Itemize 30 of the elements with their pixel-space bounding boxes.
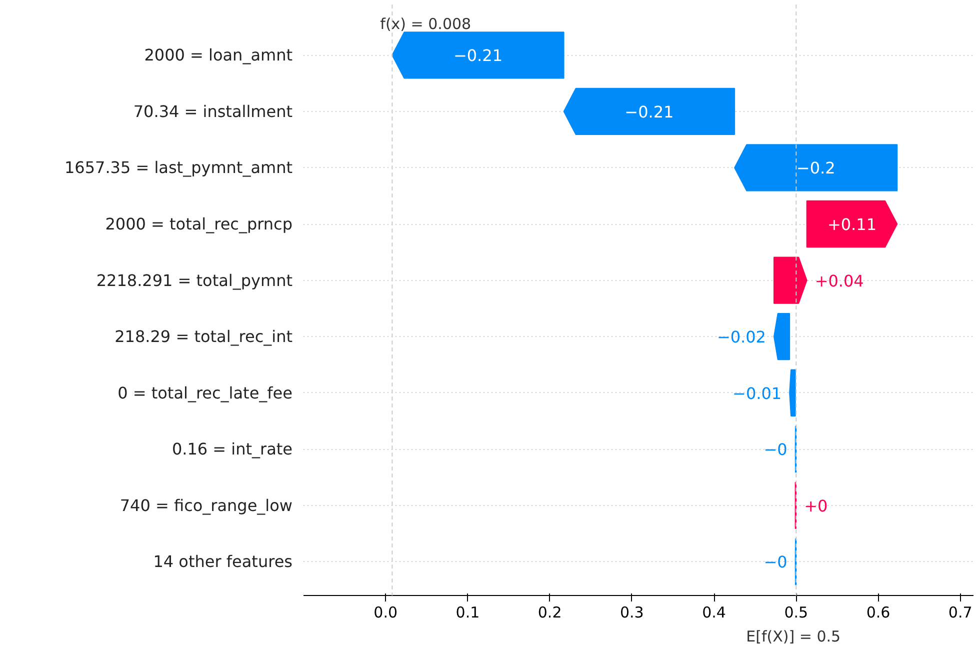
- y-tick-label: 14 other features: [153, 552, 293, 572]
- ref-line-label: E[f(X)] = 0.5: [746, 628, 841, 646]
- data-label: −0: [764, 440, 788, 460]
- data-label: −0.01: [732, 384, 782, 403]
- y-tick-label: 2000 = loan_amnt: [144, 46, 292, 65]
- x-tick-label: 0.6: [866, 604, 890, 622]
- x-tick-label: 0.3: [620, 604, 644, 622]
- y-tick-label: 218.29 = total_rec_int: [114, 327, 292, 346]
- y-tick-label: 740 = fico_range_low: [120, 496, 292, 515]
- x-tick-label: 0.7: [948, 604, 972, 622]
- x-tick-label: 0.2: [538, 604, 562, 622]
- data-label: −0: [764, 552, 788, 572]
- x-tick-label: 0.4: [702, 604, 726, 622]
- data-label: −0.21: [624, 102, 674, 122]
- data-label: −0.21: [453, 46, 502, 66]
- data-label: +0.04: [814, 271, 864, 290]
- data-label: +0: [804, 496, 828, 516]
- data-label: −0.02: [716, 328, 766, 347]
- y-tick-label: 0.16 = int_rate: [172, 440, 292, 459]
- y-tick-label: 0 = total_rec_late_fee: [118, 383, 293, 402]
- data-label: −0.2: [796, 158, 836, 178]
- x-tick-label: 0.0: [374, 604, 398, 622]
- ref-line-label: f(x) = 0.008: [380, 15, 472, 34]
- y-tick-label: 70.34 = installment: [133, 102, 293, 121]
- x-tick-label: 0.5: [784, 604, 808, 622]
- data-label: +0.11: [827, 215, 876, 234]
- y-tick-label: 2218.291 = total_pymnt: [96, 270, 293, 290]
- y-tick-label: 2000 = total_rec_prncp: [105, 214, 292, 234]
- y-tick-label: 1657.35 = last_pymnt_amnt: [64, 158, 292, 178]
- x-tick-label: 0.1: [456, 604, 480, 622]
